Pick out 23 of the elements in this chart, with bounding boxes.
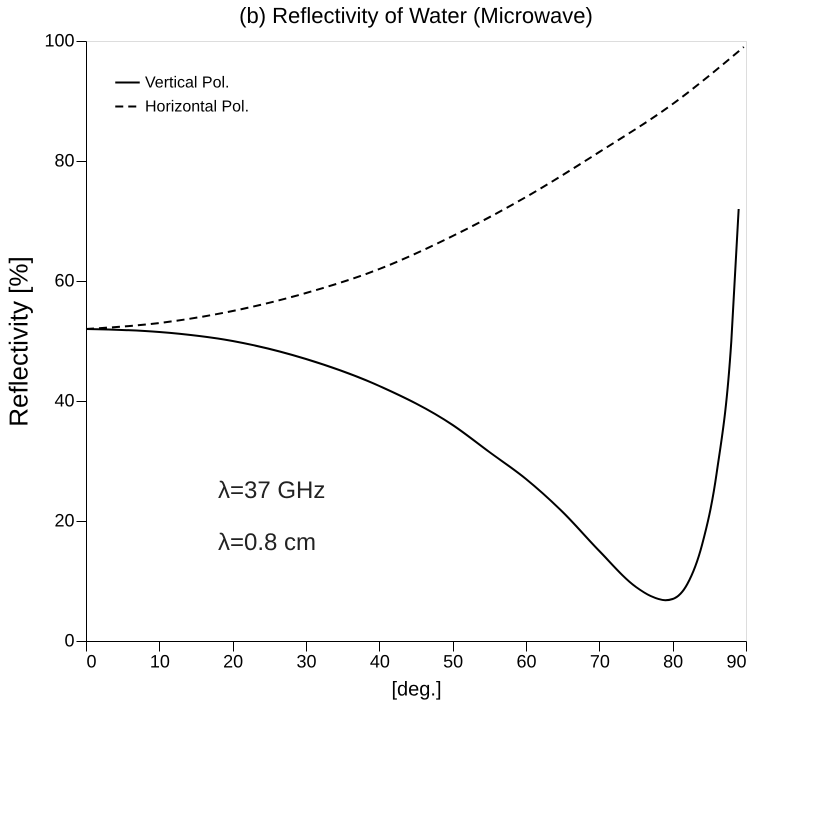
y-tick-label: 0 [64, 630, 74, 650]
y-tick-label: 40 [54, 390, 74, 410]
x-tick-label: 40 [370, 652, 390, 672]
y-tick-label: 20 [54, 510, 74, 530]
y-tick-label: 60 [54, 270, 74, 290]
x-tick-label: 50 [443, 652, 464, 672]
chart-title: (b) Reflectivity of Water (Microwave) [239, 3, 593, 28]
x-tick-label: 70 [590, 652, 610, 672]
legend-label: Vertical Pol. [145, 74, 230, 92]
x-axis-title: [deg.] [391, 678, 442, 700]
x-tick-label: 30 [296, 652, 317, 672]
annotation: λ=37 GHz [218, 477, 326, 504]
x-tick-label: 0 [86, 652, 97, 672]
x-tick-label: 60 [516, 652, 537, 672]
x-tick-label: 20 [223, 652, 244, 672]
y-axis-title: Reflectivity [%] [3, 256, 34, 427]
x-tick-label: 80 [663, 652, 684, 672]
legend-label: Horizontal Pol. [145, 98, 250, 116]
x-tick-label: 10 [150, 652, 170, 672]
y-tick-label: 80 [54, 150, 74, 170]
y-tick-label: 100 [44, 30, 74, 50]
annotation: λ=0.8 cm [218, 529, 316, 556]
x-tick-label: 90 [726, 652, 746, 672]
